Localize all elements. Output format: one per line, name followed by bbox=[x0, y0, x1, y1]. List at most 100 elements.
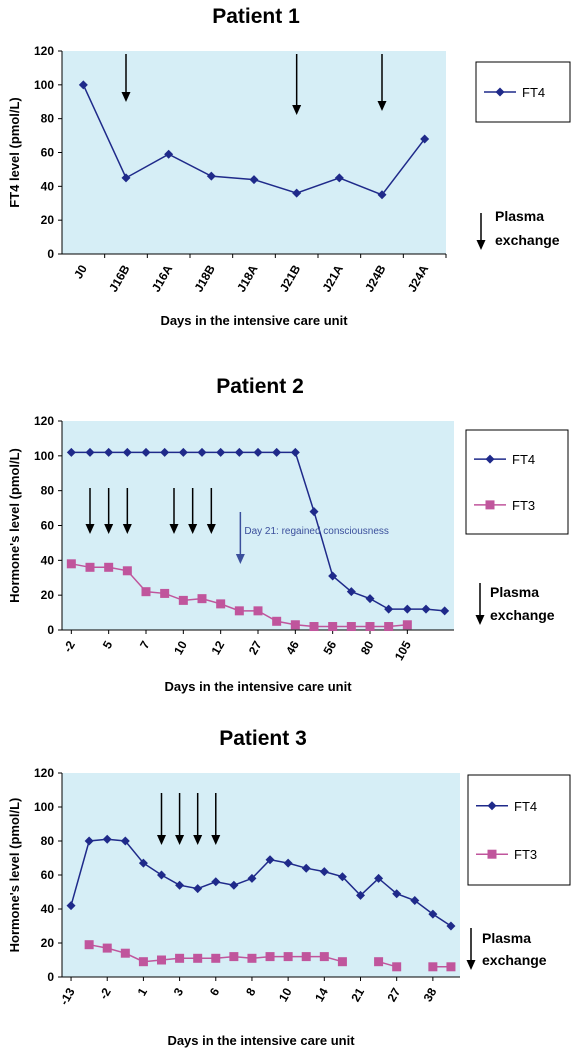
legend-label: FT4 bbox=[522, 85, 545, 100]
plot-area bbox=[62, 51, 446, 254]
data-point bbox=[193, 953, 203, 963]
x-tick-label: J21A bbox=[319, 262, 346, 294]
chart-title: Patient 1 bbox=[212, 5, 300, 28]
plasma-key-line2: exchange bbox=[495, 232, 560, 248]
data-point bbox=[334, 173, 344, 183]
data-point bbox=[122, 447, 132, 457]
y-tick-label: 80 bbox=[41, 112, 55, 126]
data-point bbox=[309, 622, 319, 632]
x-tick-label: J24B bbox=[362, 262, 389, 294]
x-tick-label: 6 bbox=[207, 985, 223, 998]
chart-title: Patient 3 bbox=[219, 727, 307, 750]
plasma-key-line2: exchange bbox=[490, 607, 555, 623]
annotation-arrow-head bbox=[235, 554, 245, 564]
plasma-key-line2: exchange bbox=[482, 952, 547, 968]
legend-box bbox=[465, 429, 569, 535]
plasma-exchange-arrow-head bbox=[206, 524, 216, 534]
data-point bbox=[384, 622, 394, 632]
y-tick-label: 60 bbox=[41, 868, 55, 882]
legend-label: FT4 bbox=[512, 452, 535, 467]
data-point bbox=[440, 606, 450, 616]
x-tick-label: J18A bbox=[234, 262, 261, 294]
y-tick-label: 120 bbox=[34, 414, 54, 428]
x-tick-label: 105 bbox=[392, 638, 414, 663]
plasma-exchange-arrow bbox=[292, 54, 302, 115]
plasma-exchange-arrow-head bbox=[175, 835, 185, 845]
data-point bbox=[141, 587, 151, 597]
plasma-exchange-arrow-head bbox=[377, 101, 387, 111]
data-point bbox=[175, 880, 185, 890]
data-point bbox=[384, 604, 394, 614]
data-point bbox=[290, 620, 300, 630]
plasma-key-arrow-head bbox=[476, 240, 486, 250]
x-tick-label: 7 bbox=[137, 638, 153, 651]
plasma-exchange-arrow-head bbox=[292, 105, 302, 115]
data-point bbox=[253, 606, 263, 616]
data-point bbox=[428, 962, 438, 972]
data-point bbox=[265, 952, 275, 962]
x-tick-label: 46 bbox=[283, 638, 302, 657]
data-point bbox=[84, 836, 94, 846]
data-point bbox=[337, 957, 347, 967]
y-tick-label: 20 bbox=[41, 936, 55, 950]
data-point bbox=[120, 836, 130, 846]
y-tick-label: 120 bbox=[34, 44, 54, 58]
data-point bbox=[102, 834, 112, 844]
series-ft3 bbox=[66, 559, 412, 632]
x-tick-label: 5 bbox=[100, 638, 116, 651]
data-point bbox=[272, 616, 282, 626]
data-point bbox=[66, 447, 76, 457]
legend-marker bbox=[487, 849, 497, 859]
data-point bbox=[138, 858, 148, 868]
x-tick-label: J16A bbox=[149, 262, 176, 294]
x-tick-label: -13 bbox=[57, 985, 78, 1007]
plasma-exchange-arrow-head bbox=[121, 92, 131, 102]
data-point bbox=[164, 149, 174, 159]
data-point bbox=[420, 134, 430, 144]
data-point bbox=[211, 953, 221, 963]
data-point bbox=[392, 889, 402, 899]
legend-label: FT3 bbox=[514, 847, 537, 862]
x-tick-label: 80 bbox=[358, 638, 377, 657]
data-point bbox=[356, 890, 365, 900]
data-point bbox=[104, 447, 114, 457]
plasma-exchange-arrow bbox=[211, 793, 221, 845]
legend-marker bbox=[495, 87, 505, 97]
plasma-exchange-arrow bbox=[206, 488, 216, 534]
data-point bbox=[211, 877, 221, 887]
series-line bbox=[70, 838, 452, 927]
y-tick-label: 0 bbox=[47, 970, 54, 984]
data-point bbox=[346, 587, 356, 597]
y-tick-label: 40 bbox=[41, 553, 55, 567]
y-tick-label: 20 bbox=[41, 588, 55, 602]
plasma-key-line1: Plasma bbox=[495, 208, 544, 224]
annotation-arrow bbox=[235, 512, 245, 564]
data-point bbox=[178, 595, 188, 605]
plasma-exchange-arrow-head bbox=[122, 524, 132, 534]
y-tick-label: 60 bbox=[41, 146, 55, 160]
x-tick-label: 10 bbox=[171, 638, 190, 657]
chart-patient-1: Patient 1 0 20 40 60 80 100 120 FT4 level (pmol/… bbox=[7, 5, 571, 328]
plasma-exchange-arrow bbox=[104, 488, 114, 534]
x-tick-label: -2 bbox=[60, 638, 78, 655]
data-point bbox=[247, 873, 257, 883]
plasma-key-line1: Plasma bbox=[482, 930, 531, 946]
legend-marker bbox=[485, 500, 495, 510]
data-point bbox=[377, 190, 387, 200]
data-point bbox=[160, 447, 170, 457]
x-tick-label: 12 bbox=[208, 638, 227, 657]
data-point bbox=[175, 953, 185, 963]
chart-title: Patient 2 bbox=[216, 375, 304, 398]
data-point bbox=[104, 562, 114, 572]
plasma-exchange-arrow-head bbox=[104, 524, 114, 534]
x-tick-label: J24A bbox=[405, 262, 432, 294]
data-point bbox=[216, 447, 226, 457]
y-tick-label: 100 bbox=[34, 800, 54, 814]
y-axis-label: Hormone's level (pmol/L) bbox=[7, 798, 22, 953]
plasma-exchange-arrow bbox=[122, 488, 132, 534]
plasma-exchange-arrow-head bbox=[169, 524, 179, 534]
data-point bbox=[197, 447, 207, 457]
data-point bbox=[402, 620, 412, 630]
x-axis-label: Days in the intensive care unit bbox=[164, 679, 352, 694]
data-point bbox=[283, 858, 293, 868]
